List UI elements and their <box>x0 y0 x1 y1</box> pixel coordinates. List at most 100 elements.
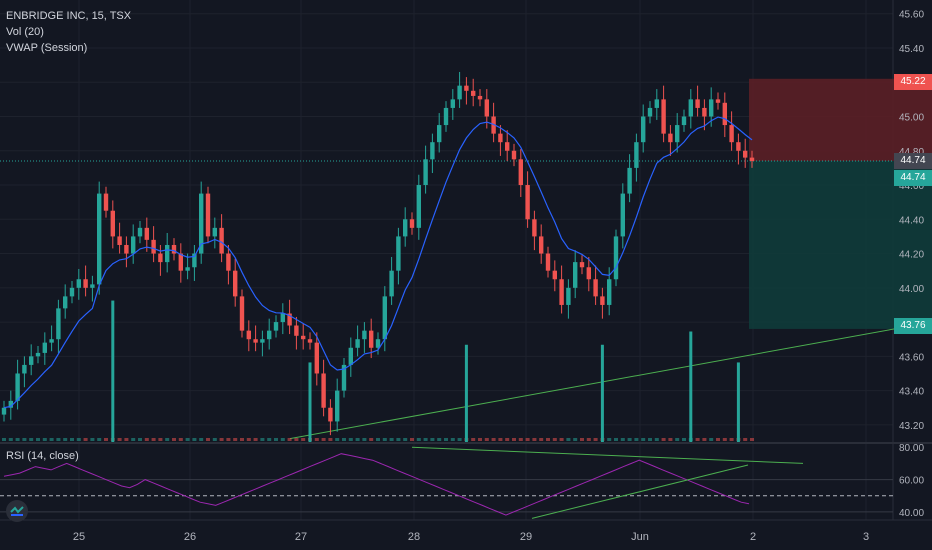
candle-body[interactable] <box>355 339 360 348</box>
candle-body[interactable] <box>35 352 41 357</box>
support-trendline[interactable] <box>289 321 932 440</box>
candle-body[interactable] <box>301 335 306 340</box>
candle-body[interactable] <box>192 253 197 268</box>
candle-body[interactable] <box>49 339 54 343</box>
candle-body[interactable] <box>545 253 551 271</box>
candle-body[interactable] <box>586 267 591 280</box>
rsi-indicator-label[interactable]: RSI (14, close) <box>6 450 79 462</box>
candle-body[interactable] <box>273 322 279 331</box>
candle-body[interactable] <box>634 142 639 168</box>
candle-body[interactable] <box>267 330 272 340</box>
candle-body[interactable] <box>477 95 483 100</box>
candle-body[interactable] <box>212 227 217 237</box>
candle-body[interactable] <box>566 287 571 305</box>
candle-body[interactable] <box>56 308 61 340</box>
candle-body[interactable] <box>103 193 109 211</box>
candle-body[interactable] <box>409 219 415 228</box>
rsi-line[interactable] <box>3 453 750 516</box>
candle-body[interactable] <box>736 142 741 151</box>
candle-body[interactable] <box>185 267 190 271</box>
vwap-indicator-label[interactable]: VWAP (Session) <box>6 42 88 54</box>
candle-body[interactable] <box>239 296 245 331</box>
tradingview-logo-icon[interactable] <box>6 500 28 522</box>
volume-indicator-label[interactable]: Vol (20) <box>6 26 44 38</box>
candle-body[interactable] <box>260 339 265 343</box>
candle-body[interactable] <box>647 107 653 117</box>
candle-body[interactable] <box>29 356 34 365</box>
candle-body[interactable] <box>219 227 224 254</box>
candle-body[interactable] <box>205 193 211 237</box>
candle-body[interactable] <box>348 347 353 365</box>
time-axis-label[interactable]: 27 <box>295 531 307 543</box>
take-profit-zone[interactable] <box>749 161 932 329</box>
candle-body[interactable] <box>389 270 394 297</box>
rsi-support-trendline[interactable] <box>531 464 749 519</box>
candle-body[interactable] <box>15 373 20 401</box>
candle-body[interactable] <box>90 284 95 288</box>
candle-body[interactable] <box>246 330 251 340</box>
candle-body[interactable] <box>335 390 340 422</box>
candle-body[interactable] <box>552 270 557 280</box>
candle-body[interactable] <box>654 99 659 108</box>
candle-body[interactable] <box>437 125 442 143</box>
candle-body[interactable] <box>1 407 7 415</box>
candle-body[interactable] <box>69 287 75 297</box>
candle-body[interactable] <box>525 185 530 220</box>
candle-body[interactable] <box>457 85 462 100</box>
candle-body[interactable] <box>171 244 177 254</box>
candle-body[interactable] <box>573 262 578 288</box>
time-axis-label[interactable]: 26 <box>184 531 196 543</box>
candle-body[interactable] <box>416 185 421 228</box>
candle-body[interactable] <box>226 253 231 271</box>
candle-body[interactable] <box>42 342 47 353</box>
candle-body[interactable] <box>280 313 285 323</box>
time-axis-label[interactable]: 2 <box>750 531 756 543</box>
vwap-line[interactable] <box>3 116 753 409</box>
candle-body[interactable] <box>294 325 299 336</box>
candle-body[interactable] <box>627 167 632 194</box>
stop-loss-zone[interactable] <box>749 78 932 162</box>
candle-body[interactable] <box>8 400 13 408</box>
candle-body[interactable] <box>328 407 333 422</box>
candle-body[interactable] <box>443 107 449 126</box>
candle-body[interactable] <box>484 99 489 117</box>
candle-body[interactable] <box>695 99 700 108</box>
candle-body[interactable] <box>613 236 619 280</box>
candle-body[interactable] <box>688 99 693 117</box>
candle-body[interactable] <box>498 133 503 143</box>
candle-body[interactable] <box>607 279 612 305</box>
candle-body[interactable] <box>307 339 313 343</box>
rsi-resistance-trendline[interactable] <box>411 446 804 464</box>
candle-body[interactable] <box>743 150 748 158</box>
candle-body[interactable] <box>158 253 163 263</box>
candle-body[interactable] <box>505 142 510 151</box>
candle-body[interactable] <box>97 193 102 285</box>
candle-body[interactable] <box>233 270 238 297</box>
candle-body[interactable] <box>620 193 625 237</box>
candle-body[interactable] <box>144 227 149 240</box>
candle-body[interactable] <box>117 236 122 245</box>
candle-body[interactable] <box>362 330 367 340</box>
candle-body[interactable] <box>321 373 326 408</box>
candle-body[interactable] <box>151 239 156 254</box>
candle-body[interactable] <box>511 150 517 160</box>
candle-body[interactable] <box>450 99 455 108</box>
candle-body[interactable] <box>178 253 183 271</box>
candle-body[interactable] <box>124 244 129 254</box>
candle-body[interactable] <box>375 339 381 348</box>
candle-body[interactable] <box>253 339 258 343</box>
candle-body[interactable] <box>131 236 136 254</box>
candle-body[interactable] <box>749 157 755 162</box>
candle-body[interactable] <box>110 210 115 237</box>
candle-body[interactable] <box>396 236 401 271</box>
candle-body[interactable] <box>681 116 687 126</box>
candle-body[interactable] <box>430 142 435 160</box>
candle-body[interactable] <box>518 159 523 186</box>
candle-body[interactable] <box>559 279 564 305</box>
candle-body[interactable] <box>314 342 319 374</box>
time-axis-label[interactable]: 29 <box>520 531 532 543</box>
candle-body[interactable] <box>83 279 88 288</box>
candle-body[interactable] <box>702 107 707 117</box>
candle-body[interactable] <box>165 244 170 263</box>
